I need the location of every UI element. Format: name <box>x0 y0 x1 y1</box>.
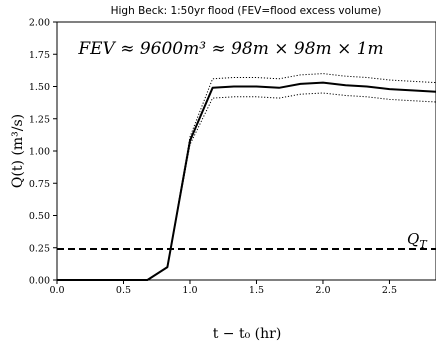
y-tick-label: 0.00 <box>29 276 50 287</box>
discharge-series-line <box>57 81 436 281</box>
y-tick-label: 1.50 <box>29 82 50 93</box>
y-tick-label: 1.25 <box>29 114 50 125</box>
x-axis: 0.0 0.5 1.0 1.5 2.0 2.5 <box>49 280 397 296</box>
y-tick-label: 1.00 <box>29 147 50 158</box>
x-tick-label: 1.5 <box>249 285 264 296</box>
threshold-label: QT <box>407 230 428 251</box>
y-tick-label: 0.25 <box>29 243 50 254</box>
confidence-bound-line <box>57 92 436 281</box>
fev-annotation: FEV ≈ 9600m³ ≈ 98m × 98m × 1m <box>77 39 383 59</box>
chart-title: High Beck: 1:50yr flood (FEV=flood exces… <box>111 5 382 17</box>
x-tick-label: 1.0 <box>182 285 197 296</box>
y-axis-label: Q(t) (m³/s) <box>10 114 26 188</box>
y-axis: 0.00 0.25 0.50 0.75 1.00 1.25 1.50 1.75 2.00 <box>29 18 57 287</box>
confidence-bound-line <box>57 73 436 281</box>
x-tick-label: 2.5 <box>382 285 397 296</box>
x-tick-label: 0.5 <box>116 285 131 296</box>
x-tick-label: 0.0 <box>49 285 64 296</box>
y-tick-label: 2.00 <box>29 18 50 29</box>
series-layer <box>57 73 436 281</box>
x-axis-label: t − t₀ (hr) <box>213 326 282 342</box>
plot-area <box>56 21 436 281</box>
plot-frame <box>56 21 436 281</box>
x-tick-label: 2.0 <box>315 285 330 296</box>
y-tick-label: 0.75 <box>29 179 50 190</box>
y-tick-label: 0.50 <box>29 211 50 222</box>
y-tick-label: 1.75 <box>29 50 50 61</box>
threshold-layer: QT <box>57 230 436 251</box>
